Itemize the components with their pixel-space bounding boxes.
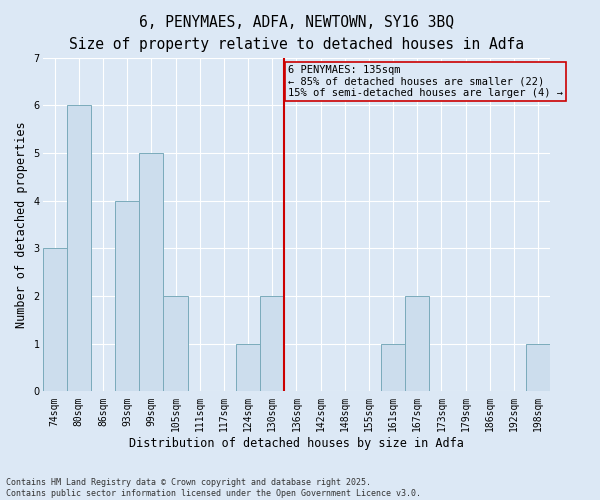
Bar: [43, 248, 67, 392]
Bar: [236, 344, 260, 392]
Bar: [139, 153, 163, 392]
Bar: [163, 296, 188, 392]
Bar: [67, 105, 91, 392]
Bar: [405, 296, 430, 392]
Bar: [526, 344, 550, 392]
Title: 6, PENYMAES, ADFA, NEWTOWN, SY16 3BQ
Size of property relative to detached house: 6, PENYMAES, ADFA, NEWTOWN, SY16 3BQ Siz…: [69, 15, 524, 52]
Bar: [260, 296, 284, 392]
Text: 6 PENYMAES: 135sqm
← 85% of detached houses are smaller (22)
15% of semi-detache: 6 PENYMAES: 135sqm ← 85% of detached hou…: [288, 64, 563, 98]
X-axis label: Distribution of detached houses by size in Adfa: Distribution of detached houses by size …: [129, 437, 464, 450]
Y-axis label: Number of detached properties: Number of detached properties: [15, 121, 28, 328]
Text: Contains HM Land Registry data © Crown copyright and database right 2025.
Contai: Contains HM Land Registry data © Crown c…: [6, 478, 421, 498]
Bar: [115, 200, 139, 392]
Bar: [381, 344, 405, 392]
